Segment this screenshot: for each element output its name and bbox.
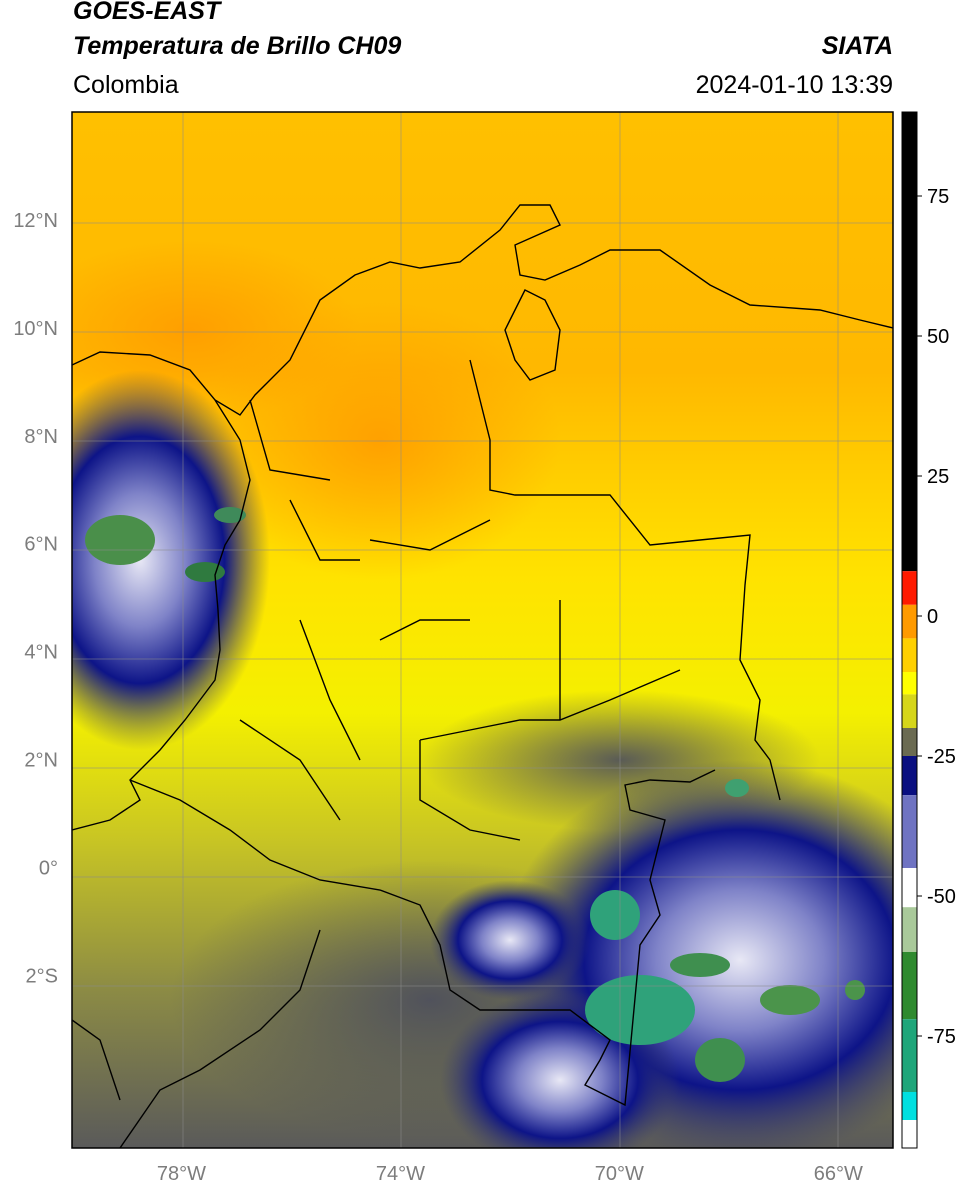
colorbar-tick-label: -75 (927, 1026, 956, 1048)
colorbar-tick-label: 75 (927, 186, 949, 208)
lat-tick-label: 0° (39, 857, 58, 879)
colorbar-segment (902, 571, 917, 605)
region-label: Colombia (73, 71, 179, 99)
lat-tick-label: 6°N (24, 534, 58, 556)
colorbar-ticks: 75 50 25 0 -25 -50 -75 (917, 186, 956, 1048)
lon-tick-label: 74°W (376, 1163, 425, 1185)
lat-tick-label: 10°N (13, 318, 58, 340)
colorbar-segment (902, 694, 917, 728)
lat-tick-label: 12°N (13, 210, 58, 232)
colorbar-segment (902, 907, 917, 952)
lat-tick-label: 4°N (24, 642, 58, 664)
colorbar-tick-label: -50 (927, 886, 956, 908)
colorbar-segment (902, 952, 917, 1020)
lon-tick-label: 78°W (157, 1163, 206, 1185)
timestamp: 2024-01-10 13:39 (695, 71, 893, 99)
longitude-axis: 78°W 74°W 70°W 66°W (157, 1163, 863, 1185)
colorbar-segment (902, 756, 917, 796)
colorbar-tick-label: 0 (927, 606, 938, 628)
colorbar-tick-label: -25 (927, 746, 956, 768)
lat-tick-label: 8°N (24, 426, 58, 448)
satellite-title: GOES-EAST (73, 0, 221, 25)
lat-tick-label: 2°N (24, 750, 58, 772)
colorbar (901, 111, 918, 1149)
colorbar-tick-label: 25 (927, 466, 949, 488)
product-title: Temperatura de Brillo CH09 (73, 32, 402, 60)
map-frame (71, 111, 894, 1149)
country-borders (72, 204, 893, 1148)
colorbar-segment (902, 795, 917, 868)
latitude-axis: 12°N 10°N 8°N 6°N 4°N 2°N 0° 2°S (13, 210, 58, 987)
colorbar-segment (902, 728, 917, 756)
colorbar-segment (902, 604, 917, 639)
colorbar-segment (902, 868, 917, 908)
colorbar-segment (902, 112, 917, 572)
colorbar-segment (902, 638, 917, 672)
map-gridlines (72, 112, 893, 1148)
colorbar-segment (902, 672, 917, 695)
lon-tick-label: 70°W (595, 1163, 644, 1185)
lat-tick-label: 2°S (26, 965, 58, 987)
organization-label: SIATA (821, 32, 893, 60)
colorbar-tick-label: 50 (927, 326, 949, 348)
colorbar-segment (902, 1019, 917, 1092)
lon-tick-label: 66°W (814, 1163, 863, 1185)
brightness-temperature-field (72, 112, 893, 1148)
colorbar-frame (901, 111, 918, 1149)
colorbar-segment (902, 1092, 917, 1120)
colorbar-segment (902, 1120, 917, 1148)
